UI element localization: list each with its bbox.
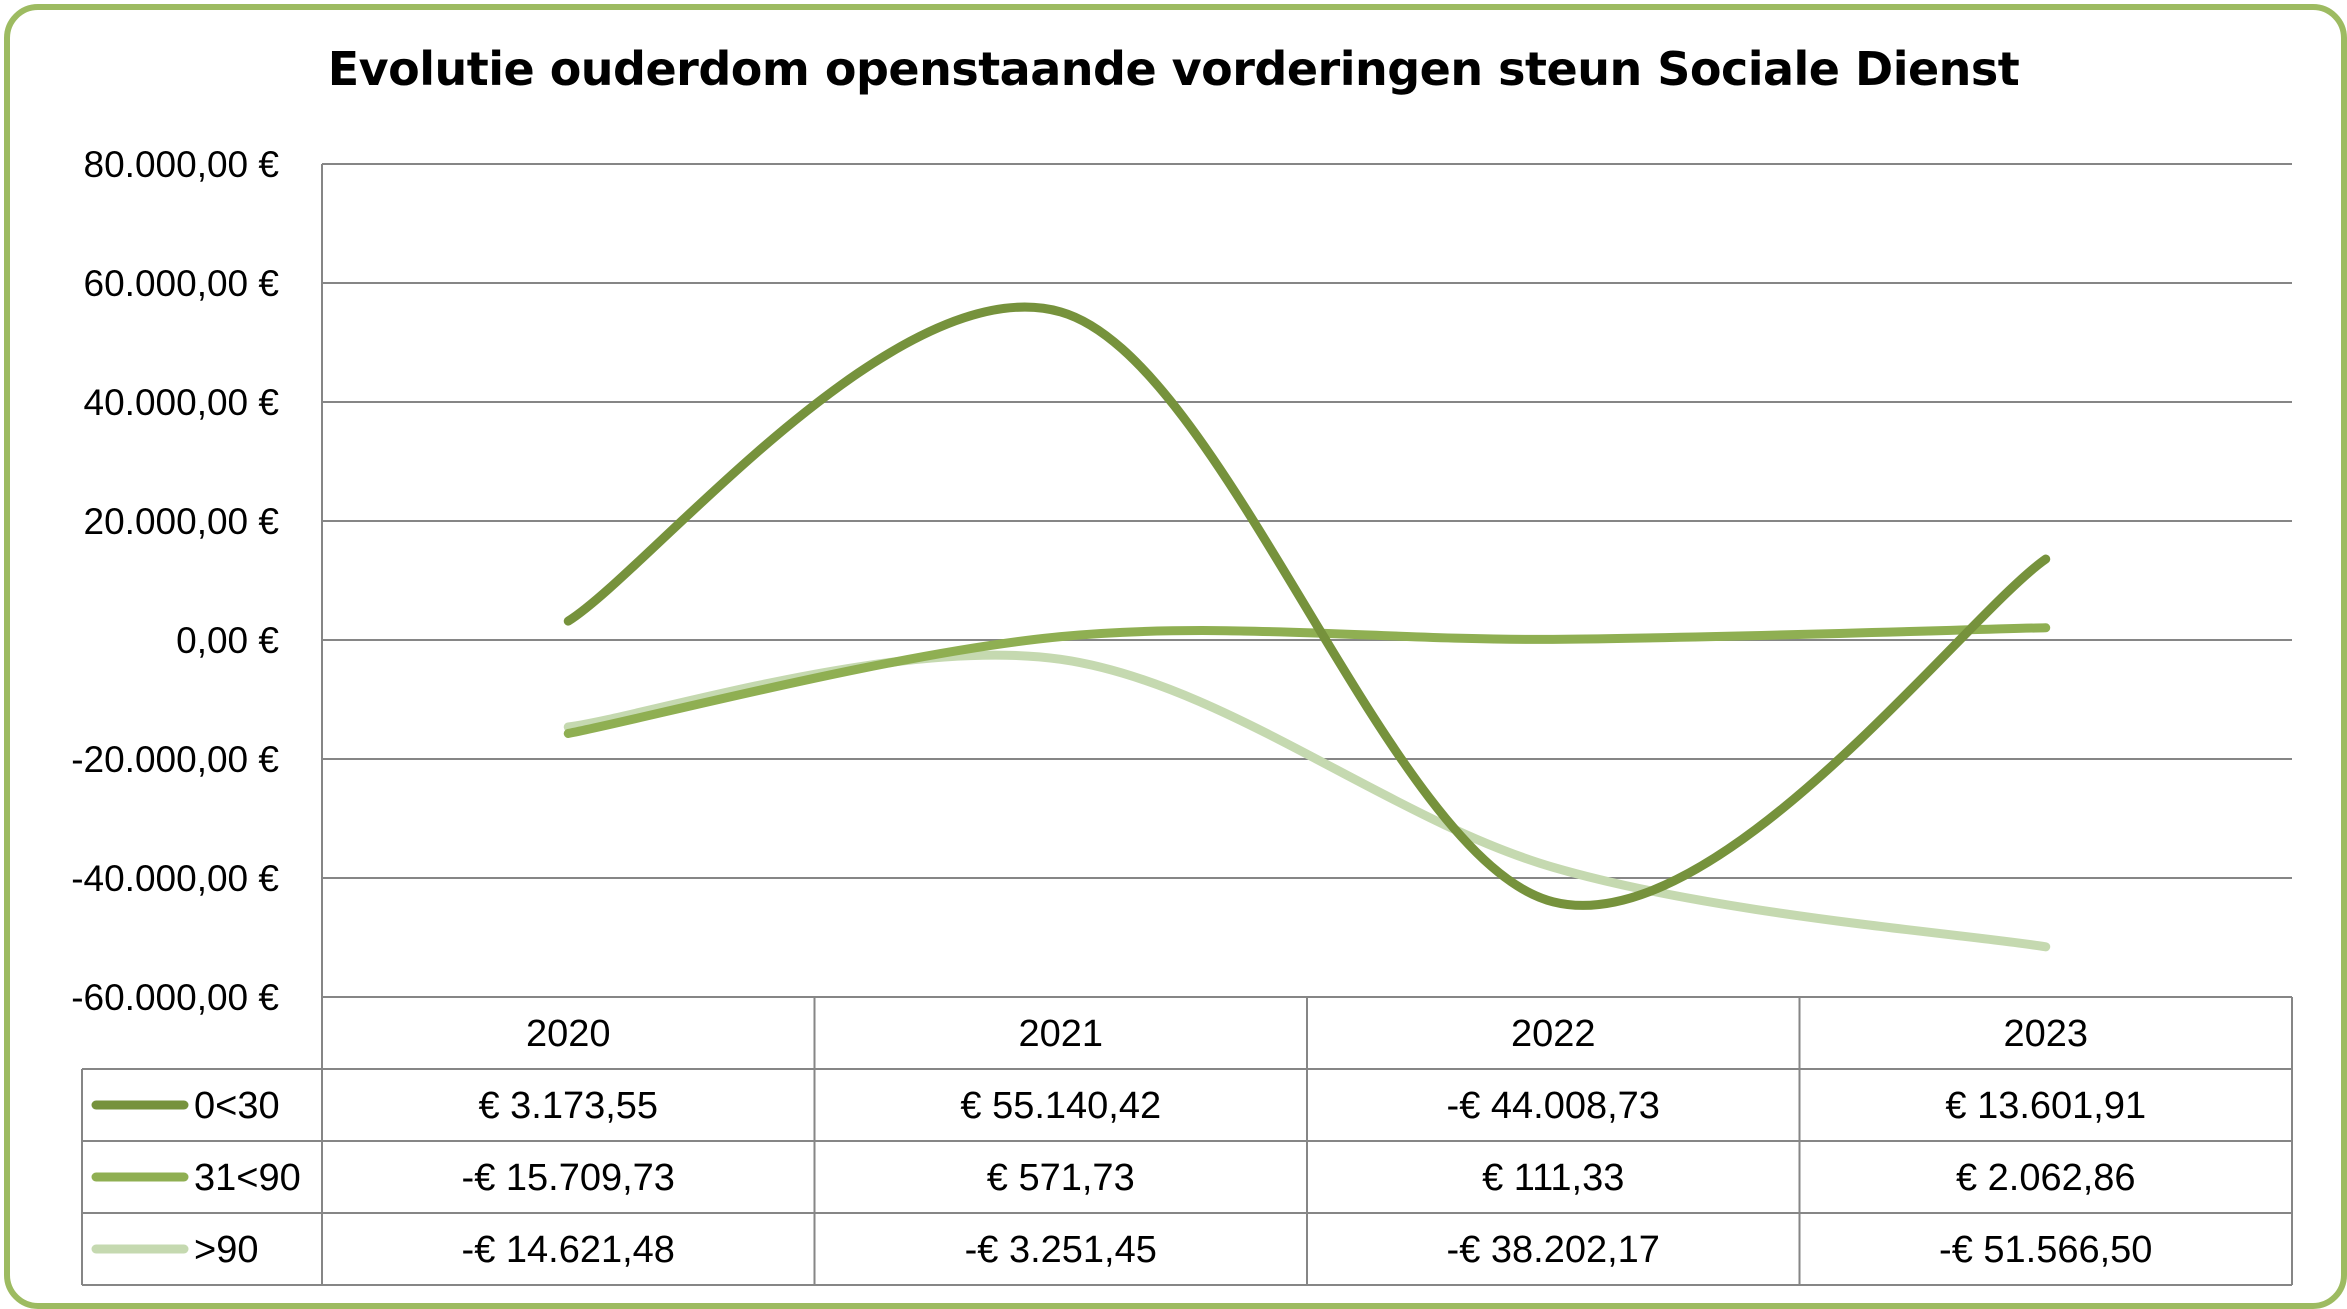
- data-label: -€ 38.202,17: [1447, 1229, 1660, 1271]
- data-label: -€ 15.709,73: [462, 1157, 675, 1199]
- data-label: € 55.140,42: [960, 1085, 1161, 1127]
- y-tick-label: -40.000,00 €: [71, 858, 279, 899]
- data-label: -€ 44.008,73: [1447, 1085, 1660, 1127]
- series-line: [563, 650, 2051, 952]
- data-label: -€ 3.251,45: [965, 1229, 1157, 1271]
- data-label: € 571,73: [987, 1157, 1135, 1199]
- data-label: € 3.173,55: [478, 1085, 658, 1127]
- y-tick-label: -20.000,00 €: [71, 739, 279, 780]
- y-tick-label: 80.000,00 €: [84, 144, 280, 185]
- legend-label: >90: [194, 1229, 258, 1271]
- x-tick-label: 2020: [526, 1013, 611, 1055]
- series-line: [563, 623, 2051, 738]
- legend-label: 31<90: [194, 1157, 301, 1199]
- data-label: € 2.062,86: [1956, 1157, 2136, 1199]
- chart-title: Evolutie ouderdom openstaande vorderinge…: [327, 42, 2020, 96]
- x-tick-label: 2021: [1018, 1013, 1103, 1055]
- y-tick-label: 0,00 €: [176, 620, 279, 661]
- data-label: -€ 51.566,50: [1939, 1229, 2152, 1271]
- data-label: € 111,33: [1482, 1157, 1624, 1199]
- data-label: -€ 14.621,48: [462, 1229, 675, 1271]
- y-tick-label: 40.000,00 €: [84, 382, 280, 423]
- legend-label: 0<30: [194, 1085, 280, 1127]
- x-tick-label: 2022: [1511, 1013, 1596, 1055]
- series-line: [563, 302, 2051, 910]
- chart-frame: [4, 4, 2347, 1309]
- x-tick-label: 2023: [2003, 1013, 2088, 1055]
- y-tick-label: -60.000,00 €: [71, 977, 279, 1018]
- data-label: € 13.601,91: [1945, 1085, 2146, 1127]
- y-tick-label: 20.000,00 €: [84, 501, 280, 542]
- y-tick-label: 60.000,00 €: [84, 263, 280, 304]
